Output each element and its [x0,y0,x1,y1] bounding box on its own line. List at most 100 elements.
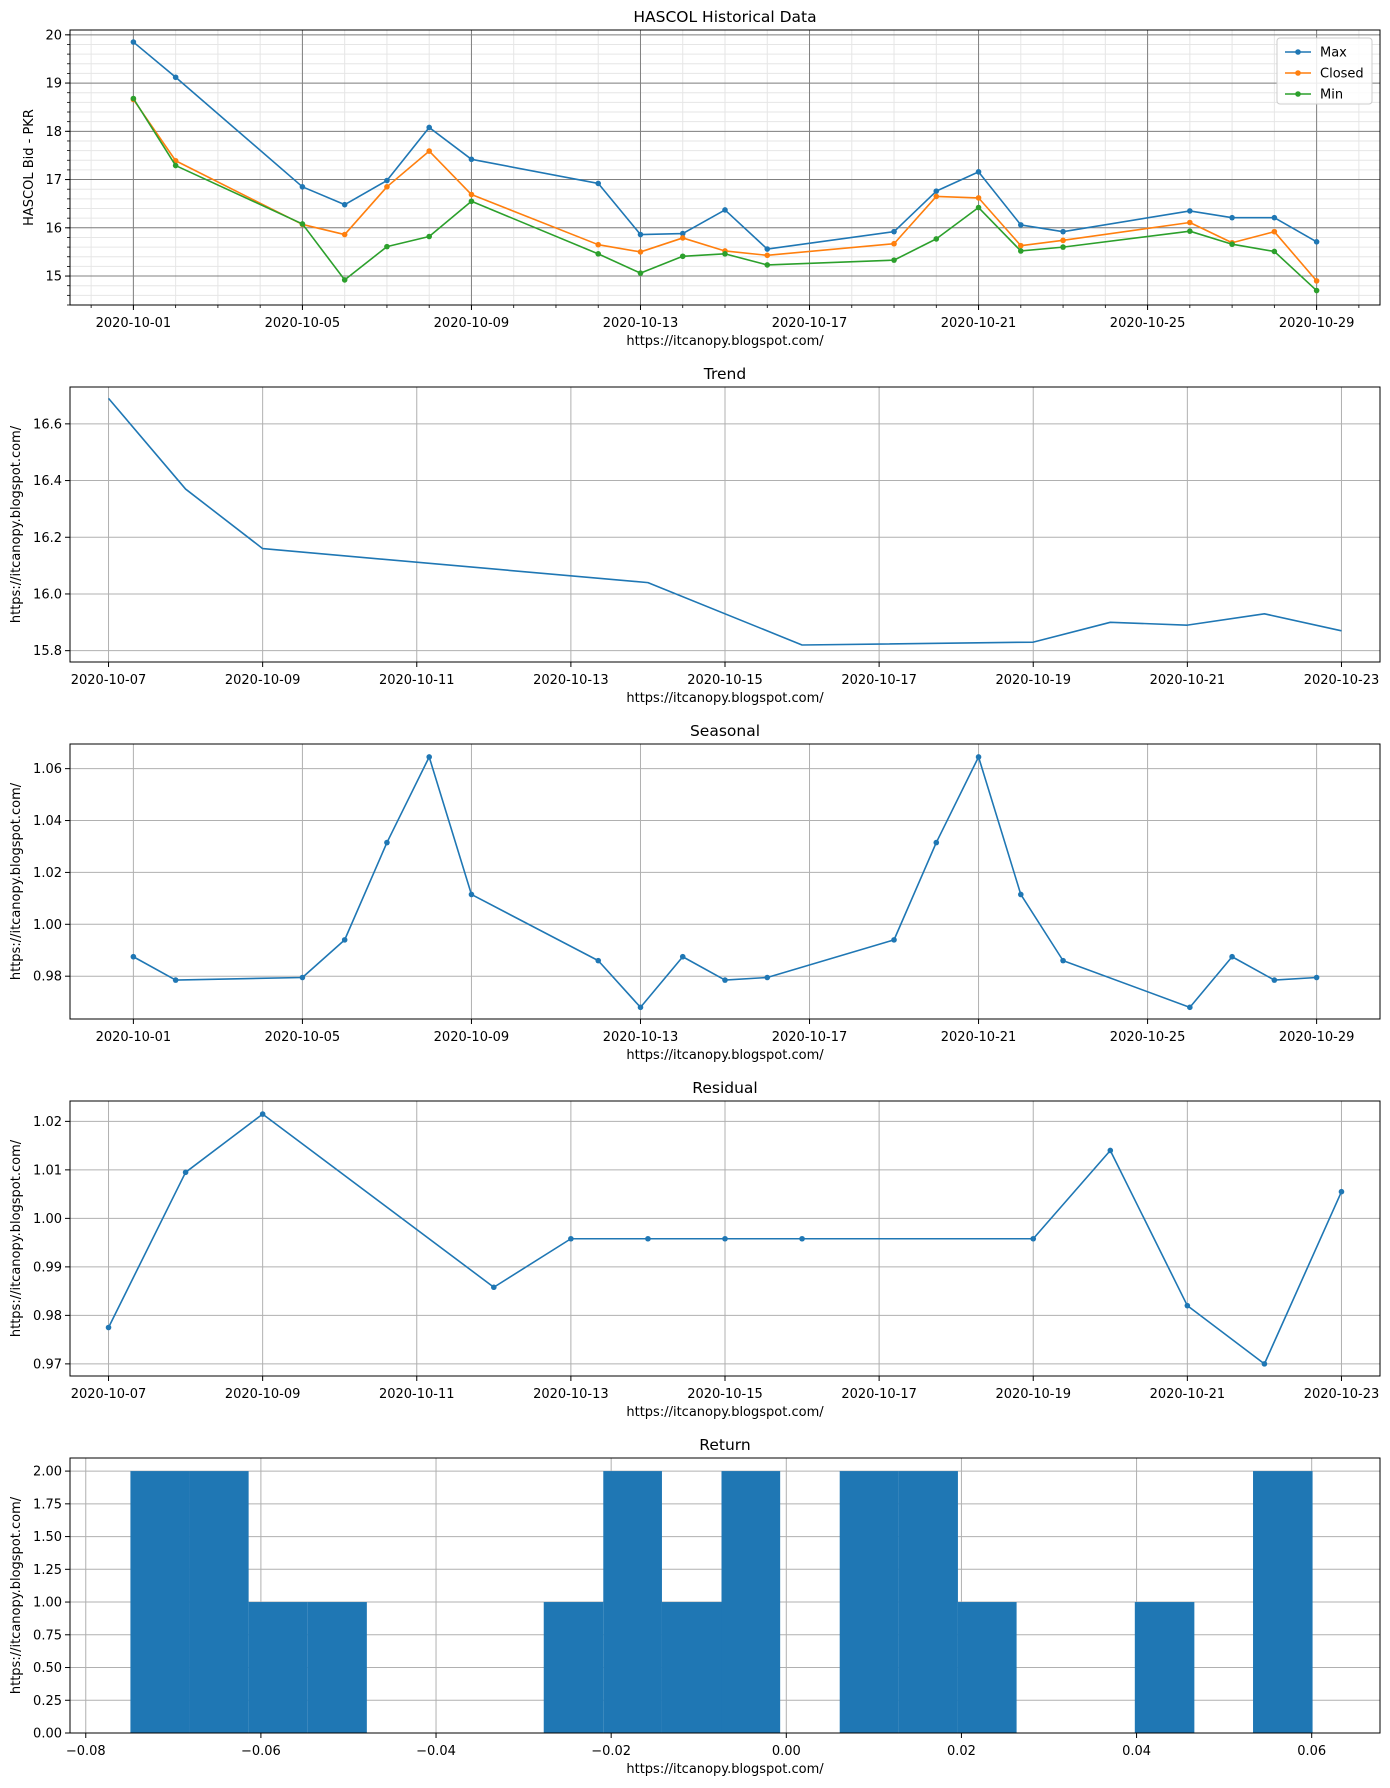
data-point [764,252,771,259]
legend-marker [1295,49,1301,55]
data-point [1018,891,1024,898]
x-tick-label: 2020-10-23 [1304,1387,1380,1402]
y-axis-label: https://itcanopy.blogspot.com/ [9,1139,24,1337]
data-point [764,246,771,252]
data-point [1060,237,1066,244]
data-point [468,891,475,898]
x-tick-label: 2020-10-11 [379,1387,455,1402]
series-min [130,95,1320,294]
data-point [1271,977,1278,983]
data-point [1271,214,1278,221]
data-point [426,233,432,240]
data-point [637,1004,644,1011]
histogram-bar [543,1602,604,1733]
x-tick-label: 0.06 [1297,1744,1326,1759]
y-tick-label: 1.75 [33,1497,62,1512]
x-tick-label: 2020-10-19 [995,1387,1071,1402]
x-tick-label: −0.04 [416,1744,456,1759]
data-point [426,754,432,760]
x-tick-label: 2020-10-13 [533,673,609,688]
x-tick-label: 2020-10-09 [434,316,510,331]
y-axis-label: https://itcanopy.blogspot.com/ [9,425,24,623]
plot-frame [69,743,1381,1020]
x-axis-label: https://itcanopy.blogspot.com/ [626,1405,824,1420]
data-point [679,230,686,237]
data-point [384,177,390,184]
x-tick-label: 2020-10-07 [71,673,147,688]
plot-frame [69,29,1381,306]
data-point [1060,957,1066,964]
data-point [975,195,982,201]
y-tick-label: 0.00 [33,1727,62,1742]
data-point [933,193,940,200]
data-point [1107,1147,1114,1154]
data-point [1229,953,1235,960]
y-tick-label: 19 [45,77,62,92]
chart-return: −0.08 −0.06 −0.04 −0.02 0.00 0.02 0.04 0.06 0.00… [9,1436,1381,1777]
data-point [933,839,940,846]
data-point [975,169,982,175]
data-point [1018,248,1024,254]
legend-label: Closed [1320,67,1364,82]
y-tick-label: 1.00 [33,1212,62,1227]
data-point [722,207,728,213]
series-line [130,754,1320,1011]
histogram-bar [1134,1602,1195,1733]
data-point [679,253,686,260]
histogram-bar [130,1471,190,1733]
series-line [107,397,1342,646]
data-point [933,188,940,194]
x-tick-label: 2020-10-13 [603,1030,679,1045]
data-point [259,1111,266,1117]
data-point [637,249,644,255]
histogram-bar [661,1602,722,1733]
data-point [130,39,137,45]
x-tick-label: 2020-10-25 [1110,1030,1186,1045]
data-point [1060,228,1066,235]
x-tick-label: 2020-10-17 [772,316,848,331]
x-tick-label: 2020-10-17 [772,1030,848,1045]
x-tick-label: 2020-10-09 [434,1030,510,1045]
legend-label: Max [1320,46,1347,61]
data-point [595,180,602,187]
histogram-bar [603,1471,662,1733]
data-point [130,95,137,102]
x-tick-label: 2020-10-21 [1150,1387,1226,1402]
y-axis-label: https://itcanopy.blogspot.com/ [9,782,24,980]
data-point [764,262,771,268]
data-point [1271,248,1278,255]
x-tick-label: 2020-10-21 [941,316,1017,331]
data-point [172,162,179,169]
y-axis-label: HASCOL Bid - PKR [22,109,37,226]
data-point [468,198,475,205]
histogram-bar [957,1602,1017,1733]
y-tick-label: 17 [45,173,62,188]
y-tick-label: 16.4 [33,474,62,489]
data-point [1313,974,1320,981]
y-tick-label: 1.00 [33,1596,62,1611]
data-point [426,124,432,131]
x-tick-label: 2020-10-11 [379,673,455,688]
x-tick-label: −0.08 [66,1744,106,1759]
chart-hist: 2020-10-01 2020-10-05 2020-10-09 2020-10-13… [22,8,1381,349]
y-tick-label: 1.06 [33,762,62,777]
y-tick-label: 2.00 [33,1465,62,1480]
x-tick-label: 2020-10-29 [1279,316,1355,331]
data-point [595,957,602,964]
plot-frame [69,1457,1381,1734]
histogram-bar [721,1471,781,1733]
data-point [341,277,348,283]
data-point [595,241,602,248]
data-point [1229,241,1235,248]
x-axis-label: https://itcanopy.blogspot.com/ [626,691,824,706]
data-point [1229,214,1235,221]
data-point [182,1169,189,1176]
data-point [1271,228,1278,235]
data-point [384,183,390,190]
histogram-bar [839,1471,899,1733]
chart-title: Return [699,1436,750,1454]
data-point [595,251,602,257]
data-point [722,977,728,983]
data-point [891,240,897,247]
